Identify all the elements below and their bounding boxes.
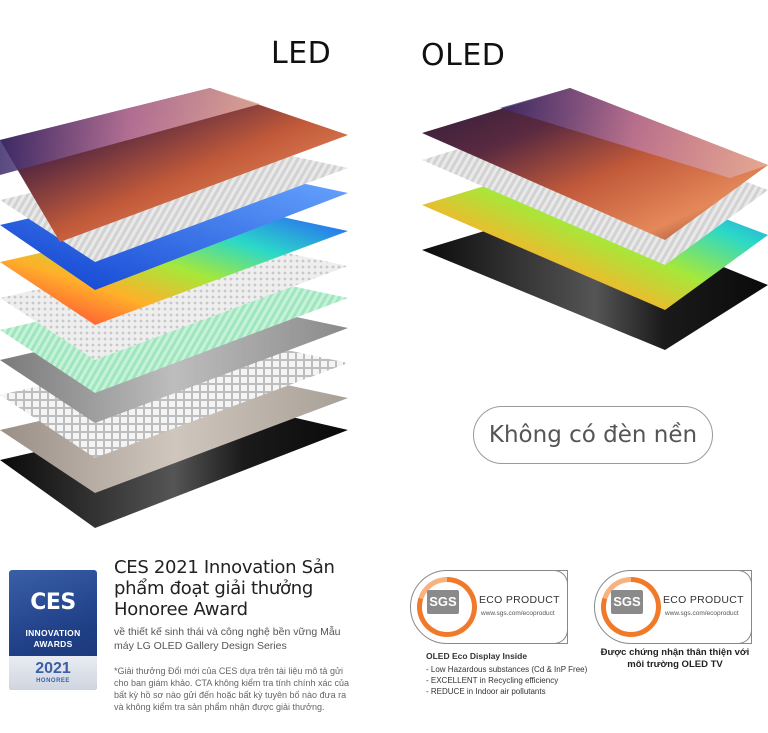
ces-badge-line1: INNOVATION [25,628,81,638]
sgs-url: www.sgs.com/ecoproduct [481,610,555,617]
oled-heading: OLED [421,38,506,73]
sgs-eco-label: ECO PRODUCT [479,594,560,606]
ces-award-subtitle: về thiết kế sinh thái và công nghệ bền v… [114,626,341,652]
ces-award-footnote: *Giải thưởng Đổi mới của CES dựa trên tà… [114,666,349,712]
layer-stack-illustration [0,88,768,528]
sgs-caption-title: OLED Eco Display Inside [426,651,528,661]
sgs-logo: SGS [611,590,643,614]
no-backlight-label: Không có đèn nền [473,406,713,464]
sgs-caption-line: - Low Hazardous substances (Cd & InP Fre… [426,665,588,674]
sgs-caption-right: Được chứng nhận thân thiện với môi trườn… [600,647,750,670]
ces-logo: CES [30,590,76,615]
led-heading: LED [271,36,332,71]
oled-layers [422,88,768,350]
ces-badge-year: 2021 [35,660,71,677]
sgs-eco-label: ECO PRODUCT [663,594,744,606]
ces-award-badge: CES INNOVATION AWARDS 2021 HONOREE [9,570,97,690]
sgs-eco-badge-right: SGS ECO PRODUCT www.sgs.com/ecoproduct [594,570,752,644]
ces-badge-line2: AWARDS [33,639,73,649]
sgs-caption-left: OLED Eco Display Inside - Low Hazardous … [426,651,596,697]
ces-award-title: CES 2021 Innovation Sản phẩm đoạt giải t… [114,557,335,620]
sgs-eco-badge-left: SGS ECO PRODUCT www.sgs.com/ecoproduct [410,570,568,644]
sgs-url: www.sgs.com/ecoproduct [665,610,739,617]
sgs-logo: SGS [427,590,459,614]
sgs-caption-line: - REDUCE in Indoor air pollutants [426,687,546,696]
ces-badge-honoree: HONOREE [36,678,70,684]
sgs-caption-line: - EXCELLENT in Recycling efficiency [426,676,559,685]
led-layers [0,88,348,528]
